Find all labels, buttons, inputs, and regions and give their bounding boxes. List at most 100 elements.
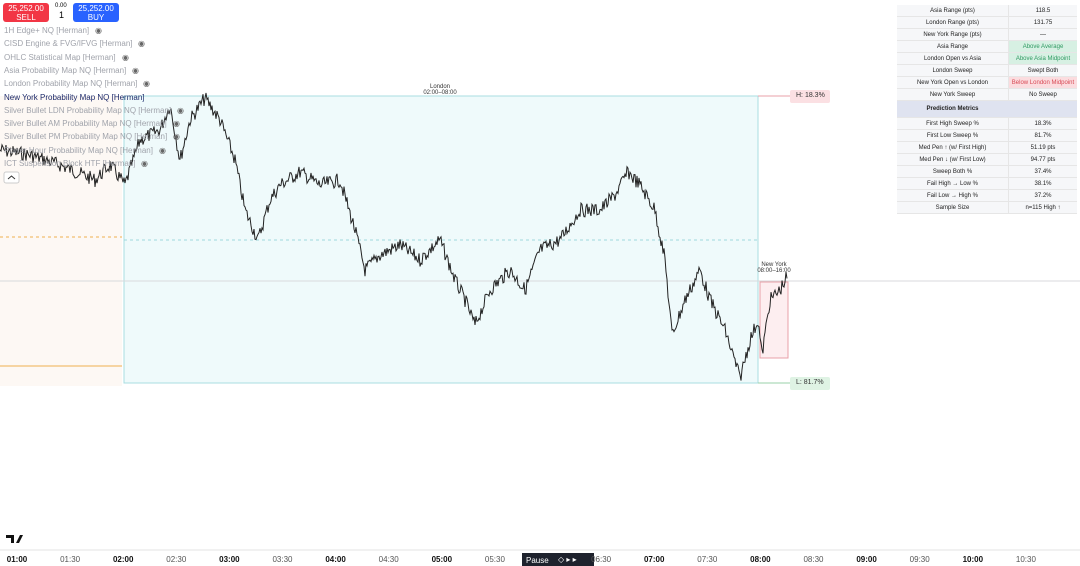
collapse-icon: [7, 175, 16, 180]
time-tick: 07:00: [643, 555, 665, 564]
row-label: Fail Low → High %: [897, 190, 1009, 201]
time-tick: 02:30: [166, 555, 187, 564]
indicator-label[interactable]: Silver Bullet LDN Probability Map NQ [He…: [4, 105, 172, 115]
indicator-label[interactable]: OHLC Statistical Map [Herman]: [4, 52, 116, 62]
table-row: New York Open vs London Below London Midp…: [897, 77, 1077, 89]
table-row: London Open vs Asia Above Asia Midpoint: [897, 53, 1077, 65]
section-title: Prediction Metrics: [926, 106, 979, 112]
collapse-btn[interactable]: [3, 171, 20, 184]
eye-icon[interactable]: ◉: [173, 119, 180, 129]
asia-zone: [0, 96, 122, 386]
time-tick: 08:00: [750, 555, 771, 564]
row-value: 37.4%: [1034, 168, 1052, 175]
session-hours: 02:00–08:00: [423, 90, 457, 96]
indicator-label[interactable]: 1H Edge+ NQ [Herman]: [4, 26, 90, 35]
price-series: [0, 92, 788, 381]
table-row: Asia Range Above Average: [897, 41, 1077, 53]
buy-button[interactable]: 25,252.00 BUY: [73, 3, 119, 22]
buy-price: 25,252.00: [78, 4, 114, 13]
row-label: New York Range (pts): [897, 29, 1009, 40]
row-value: No Sweep: [1029, 91, 1057, 98]
time-tick: 05:30: [484, 555, 505, 564]
indicator-label[interactable]: CISD Engine & FVG/IFVG [Herman]: [4, 39, 133, 49]
quantity[interactable]: 1: [59, 10, 65, 20]
row-label: First Low Sweep %: [897, 130, 1009, 141]
row-value: Above Asia Midpoint: [1009, 53, 1077, 64]
row-value: 81.7%: [1034, 132, 1052, 139]
row-value: 38.1%: [1034, 180, 1052, 187]
eye-icon[interactable]: ◉: [122, 52, 129, 62]
ny-label: New York 08:00–16:00: [754, 262, 794, 274]
row-value: —: [1040, 31, 1046, 38]
eye-icon[interactable]: ◉: [143, 79, 150, 89]
indicator-label[interactable]: ICT Suspension Block HTF [Herman]: [4, 159, 136, 168]
row-label: Asia Range (pts): [897, 5, 1009, 16]
row-label: Med Pen ↑ (w/ First High): [897, 142, 1009, 153]
time-tick: 09:00: [856, 555, 877, 564]
table-row: Fail High → Low % 38.1%: [897, 178, 1077, 190]
eye-icon[interactable]: ◉: [159, 145, 166, 155]
london-label: London 02:00–08:00: [420, 84, 460, 96]
table-row: New York Range (pts) —: [897, 29, 1077, 41]
row-value: Above Average: [1009, 41, 1077, 52]
row-label: London Open vs Asia: [897, 53, 1009, 64]
row-value: n=115 High ↑: [1025, 204, 1061, 211]
sell-label: SELL: [16, 13, 36, 22]
table-row: First Low Sweep % 81.7%: [897, 130, 1077, 142]
time-tick: 10:30: [1015, 555, 1036, 564]
time-tick: 08:30: [803, 555, 824, 564]
replay-bar: [522, 553, 594, 566]
indicator-label[interactable]: London Probability Map NQ [Herman]: [4, 79, 138, 89]
tv-logo: [6, 535, 23, 543]
eye-icon[interactable]: ◉: [141, 159, 148, 168]
high-badge: [790, 90, 830, 103]
low-badge: [790, 377, 830, 390]
time-tick: 07:30: [697, 555, 718, 564]
table-row: Med Pen ↑ (w/ First High) 51.19 pts: [897, 142, 1077, 154]
table-row: Med Pen ↓ (w/ First Low) 94.77 pts: [897, 154, 1077, 166]
row-label: Sweep Both %: [897, 166, 1009, 177]
table-row: Asia Range (pts) 118.5: [897, 5, 1077, 17]
time-tick: 10:00: [962, 555, 984, 564]
row-value: 51.19 pts: [1030, 144, 1056, 151]
table-row: Fail Low → High % 37.2%: [897, 190, 1077, 202]
row-label: Sample Size: [897, 202, 1009, 213]
time-tick: 03:00: [219, 555, 240, 564]
indicator-label[interactable]: Asia Probability Map NQ [Herman]: [4, 65, 127, 75]
time-tick: 03:30: [272, 555, 293, 564]
session-name: London: [429, 84, 451, 90]
row-label: London Range (pts): [897, 17, 1009, 28]
table-row: First High Sweep % 18.3%: [897, 118, 1077, 130]
time-tick: 06:30: [591, 555, 612, 564]
row-label: Med Pen ↓ (w/ First Low): [897, 154, 1009, 165]
table-row: London Range (pts) 131.75: [897, 17, 1077, 29]
indicator-label[interactable]: Silver Bullet AM Probability Map NQ [Her…: [4, 119, 167, 129]
row-label: Asia Range: [897, 41, 1009, 52]
row-label: First High Sweep %: [897, 118, 1009, 129]
eye-icon[interactable]: ◉: [138, 39, 145, 49]
indicator-label[interactable]: Power Hour Probability Map NQ [Herman]: [4, 145, 153, 155]
eye-icon[interactable]: ◉: [177, 105, 184, 115]
sell-price: 25,252.00: [8, 4, 44, 13]
eye-icon[interactable]: ◉: [132, 65, 139, 75]
table-row: Sample Size n=115 High ↑: [897, 202, 1077, 214]
row-value: Below London Midpoint: [1009, 77, 1077, 88]
row-label: New York Open vs London: [897, 77, 1009, 88]
row-label: New York Sweep: [897, 89, 1009, 100]
replay-controls[interactable]: ◇ ▸ ▸: [558, 555, 577, 564]
table-row: London Sweep Swept Both: [897, 65, 1077, 77]
indicator-label[interactable]: Silver Bullet PM Probability Map NQ [Her…: [4, 132, 168, 142]
indicator-label[interactable]: New York Probability Map NQ [Herman]: [4, 92, 145, 102]
spread: 0.00: [55, 3, 67, 9]
sell-button[interactable]: 25,252.00 SELL: [3, 3, 49, 22]
time-tick: 09:30: [909, 555, 930, 564]
pause-button[interactable]: Pause: [526, 556, 549, 565]
stats-table: Asia Range (pts) 118.5 London Range (pts) 1…: [897, 5, 1077, 214]
row-label: Fail High → Low %: [897, 178, 1009, 189]
eye-icon[interactable]: ◉: [173, 132, 180, 142]
row-label: London Sweep: [897, 65, 1009, 76]
time-tick: 01:30: [60, 555, 81, 564]
eye-icon[interactable]: ◉: [95, 26, 102, 35]
